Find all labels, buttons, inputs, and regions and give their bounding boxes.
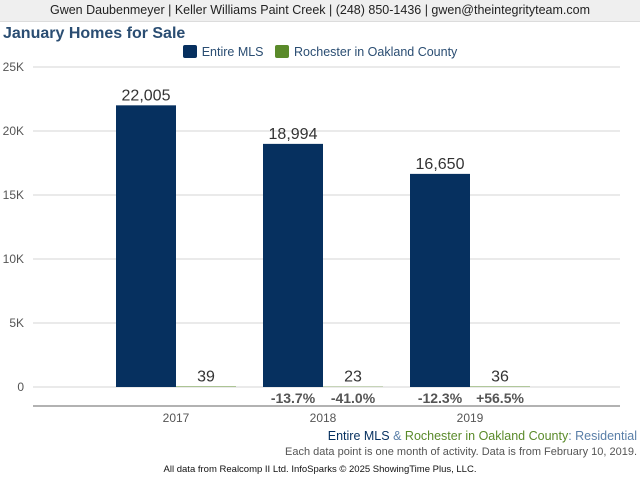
change-label: -41.0% (331, 390, 376, 406)
y-tick-label: 20K (3, 124, 24, 138)
contact-header: Gwen Daubenmeyer | Keller Williams Paint… (0, 0, 640, 22)
legend: Entire MLS Rochester in Oakland County (0, 45, 640, 59)
change-label: -12.3% (418, 390, 463, 406)
data-label: 16,650 (416, 156, 465, 173)
legend-swatch-entire-mls (182, 45, 197, 58)
data-label: 39 (197, 369, 215, 386)
footer-series1: Entire MLS (327, 429, 390, 443)
bar-entire-mls (410, 173, 470, 387)
x-tick-label: 2017 (163, 411, 190, 425)
legend-item-rochester[interactable]: Rochester in Oakland County (275, 45, 457, 59)
data-label: 23 (344, 369, 362, 386)
data-label: 36 (491, 369, 509, 386)
footer-credit: All data from Realcomp II Ltd. InfoSpark… (163, 464, 477, 475)
y-tick-label: 15K (3, 188, 24, 202)
legend-swatch-rochester (275, 45, 290, 58)
data-label: 22,005 (122, 87, 171, 104)
footer-amp: & (393, 429, 402, 443)
legend-label-rochester: Rochester in Oakland County (294, 45, 458, 59)
change-label: +56.5% (476, 390, 524, 406)
y-tick-label: 0 (17, 380, 24, 394)
x-tick-label: 2018 (310, 411, 337, 425)
y-tick-label: 10K (3, 252, 24, 266)
x-tick-label: 2019 (457, 411, 484, 425)
y-tick-label: 5K (9, 316, 24, 330)
legend-item-entire-mls[interactable]: Entire MLS (182, 45, 264, 59)
legend-label-entire-mls: Entire MLS (201, 45, 264, 59)
footer-note: Each data point is one month of activity… (285, 446, 637, 458)
data-label: 18,994 (269, 126, 318, 143)
footer-series2: Rochester in Oakland County (404, 429, 569, 443)
y-tick-label: 25K (3, 60, 24, 74)
chart-title: January Homes for Sale (3, 25, 186, 42)
footer-suffix: : Residential (568, 429, 637, 443)
footer-series-line: Entire MLS & Rochester in Oakland County… (328, 429, 637, 443)
bar-entire-mls (263, 143, 323, 387)
change-label: -13.7% (271, 390, 316, 406)
bar-entire-mls (116, 105, 176, 387)
